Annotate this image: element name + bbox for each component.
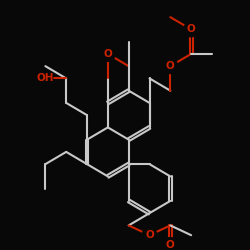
Circle shape	[163, 59, 178, 74]
Circle shape	[184, 22, 198, 37]
Text: O: O	[187, 24, 196, 34]
Text: O: O	[166, 240, 175, 250]
Circle shape	[100, 46, 115, 61]
Circle shape	[163, 238, 178, 250]
Circle shape	[142, 228, 157, 242]
Text: O: O	[166, 61, 175, 71]
Text: OH: OH	[36, 74, 54, 84]
Circle shape	[38, 71, 53, 86]
Text: O: O	[104, 49, 112, 59]
Text: O: O	[145, 230, 154, 240]
